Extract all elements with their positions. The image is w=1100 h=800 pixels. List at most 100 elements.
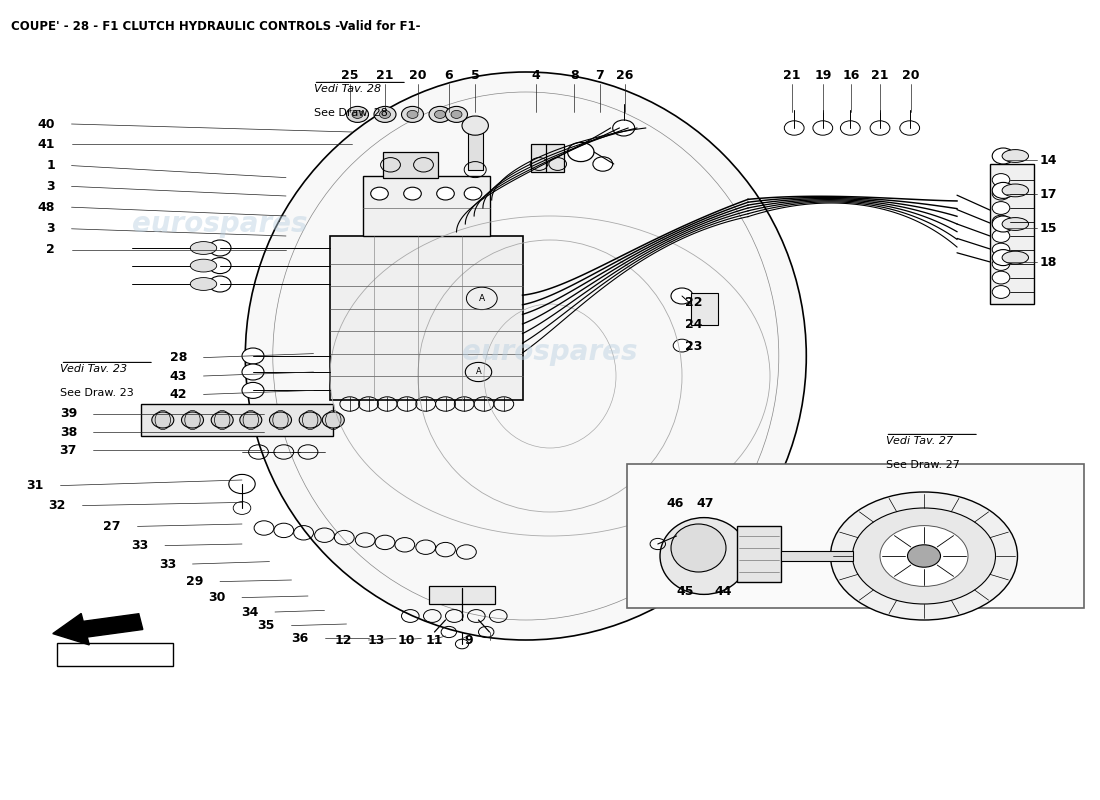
- Circle shape: [352, 110, 363, 118]
- Text: 38: 38: [59, 426, 77, 438]
- Circle shape: [840, 121, 860, 135]
- Text: 18: 18: [1040, 256, 1057, 269]
- Text: 31: 31: [26, 479, 44, 492]
- Text: 6: 6: [444, 70, 453, 82]
- Circle shape: [240, 412, 262, 428]
- Text: COUPE' - 28 - F1 CLUTCH HYDRAULIC CONTROLS -Valid for F1-: COUPE' - 28 - F1 CLUTCH HYDRAULIC CONTRO…: [11, 20, 420, 33]
- Ellipse shape: [1002, 150, 1028, 162]
- Circle shape: [813, 121, 833, 135]
- Text: 30: 30: [208, 591, 226, 604]
- Bar: [383, 152, 438, 178]
- Circle shape: [992, 258, 1010, 270]
- Circle shape: [992, 182, 1014, 198]
- Text: A: A: [478, 294, 485, 303]
- Ellipse shape: [830, 492, 1018, 620]
- Circle shape: [437, 187, 454, 200]
- Circle shape: [464, 187, 482, 200]
- Bar: [363, 176, 490, 236]
- Text: Vedi Tav. 28: Vedi Tav. 28: [314, 84, 381, 94]
- Circle shape: [568, 142, 594, 162]
- Ellipse shape: [245, 72, 806, 640]
- Circle shape: [242, 382, 264, 398]
- Circle shape: [992, 174, 1010, 186]
- Text: 33: 33: [158, 558, 176, 570]
- FancyArrow shape: [53, 614, 143, 645]
- Ellipse shape: [190, 242, 217, 254]
- Text: eurospares: eurospares: [132, 210, 308, 238]
- Circle shape: [270, 412, 292, 428]
- Circle shape: [992, 243, 1010, 256]
- Text: 21: 21: [871, 70, 889, 82]
- Text: Vedi Tav. 23: Vedi Tav. 23: [60, 364, 128, 374]
- Text: 14: 14: [1040, 154, 1057, 166]
- Ellipse shape: [190, 259, 217, 272]
- Circle shape: [242, 348, 264, 364]
- Text: 17: 17: [1040, 188, 1057, 201]
- Circle shape: [209, 240, 231, 256]
- Ellipse shape: [1002, 218, 1028, 230]
- Text: 46: 46: [667, 497, 684, 510]
- Text: 21: 21: [376, 70, 394, 82]
- Bar: [627, 464, 1084, 608]
- Text: 15: 15: [1040, 222, 1057, 234]
- Text: 7: 7: [595, 70, 604, 82]
- Text: 19: 19: [814, 70, 832, 82]
- Circle shape: [593, 157, 613, 171]
- Text: 27: 27: [103, 520, 121, 533]
- Text: 40: 40: [37, 118, 55, 130]
- Circle shape: [451, 110, 462, 118]
- Text: 39: 39: [59, 407, 77, 420]
- Text: 3: 3: [46, 180, 55, 193]
- Text: 24: 24: [685, 318, 703, 330]
- Circle shape: [673, 339, 691, 352]
- Circle shape: [299, 412, 321, 428]
- Text: 11: 11: [426, 634, 443, 646]
- Text: 9: 9: [464, 634, 473, 646]
- Text: See Draw. 28: See Draw. 28: [314, 108, 387, 118]
- Text: 20: 20: [902, 70, 920, 82]
- Circle shape: [992, 216, 1014, 232]
- Bar: [468, 126, 483, 170]
- Bar: [990, 164, 1034, 304]
- Ellipse shape: [1002, 184, 1028, 197]
- Circle shape: [182, 412, 204, 428]
- Text: 35: 35: [257, 619, 275, 632]
- Circle shape: [870, 121, 890, 135]
- Text: 2: 2: [46, 243, 55, 256]
- Text: 28: 28: [169, 351, 187, 364]
- Text: 48: 48: [37, 201, 55, 214]
- Bar: [531, 144, 564, 172]
- Circle shape: [379, 110, 390, 118]
- Circle shape: [992, 202, 1010, 214]
- Text: 12: 12: [334, 634, 352, 646]
- Text: 10: 10: [397, 634, 415, 646]
- Bar: [691, 293, 718, 325]
- Text: 43: 43: [169, 370, 187, 382]
- Bar: [429, 586, 495, 604]
- Text: 4: 4: [531, 70, 540, 82]
- Circle shape: [446, 106, 468, 122]
- Ellipse shape: [190, 278, 217, 290]
- Text: 16: 16: [843, 70, 860, 82]
- Circle shape: [784, 121, 804, 135]
- Circle shape: [462, 116, 488, 135]
- Circle shape: [671, 288, 693, 304]
- Bar: [737, 526, 781, 582]
- Text: 32: 32: [48, 499, 66, 512]
- Text: 1: 1: [46, 159, 55, 172]
- Text: 23: 23: [685, 340, 703, 353]
- Text: 21: 21: [783, 70, 801, 82]
- Text: 36: 36: [290, 632, 308, 645]
- Text: 29: 29: [186, 575, 204, 588]
- Text: 22: 22: [685, 296, 703, 309]
- Text: 8: 8: [570, 70, 579, 82]
- Circle shape: [900, 121, 920, 135]
- Circle shape: [371, 187, 388, 200]
- Circle shape: [322, 412, 344, 428]
- Text: 3: 3: [46, 222, 55, 235]
- Circle shape: [404, 187, 421, 200]
- Text: 47: 47: [696, 497, 714, 510]
- Text: eurospares: eurospares: [462, 338, 638, 366]
- Text: See Draw. 27: See Draw. 27: [886, 460, 959, 470]
- Circle shape: [992, 148, 1014, 164]
